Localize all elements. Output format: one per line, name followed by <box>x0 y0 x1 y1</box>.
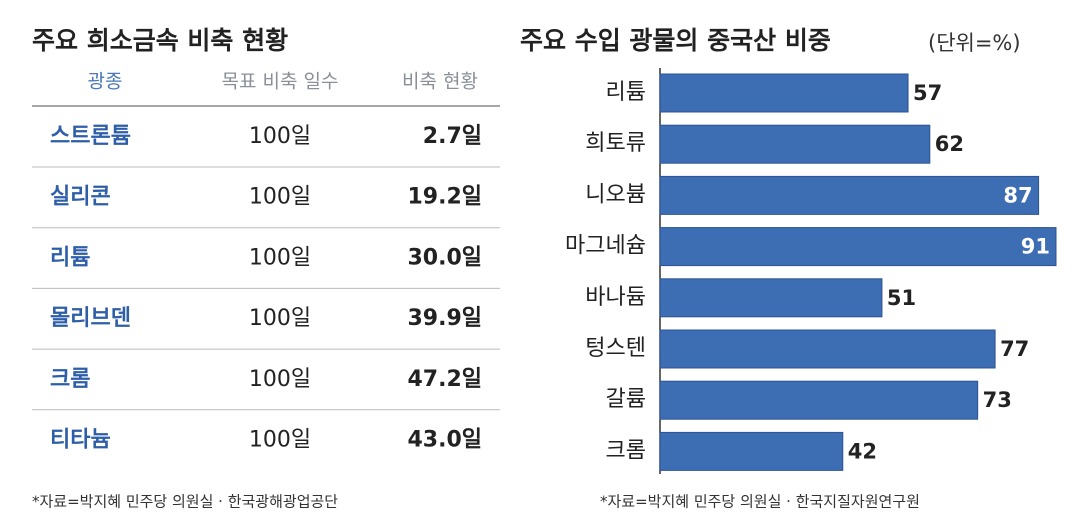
table-cell: 스트론튬 <box>50 124 131 149</box>
value-label: 42 <box>848 439 877 463</box>
value-label: 62 <box>935 132 964 156</box>
bar <box>659 431 844 471</box>
chart-subtitle: (단위=%) <box>928 31 1021 55</box>
category-label: 크롬 <box>606 438 646 463</box>
category-label: 갈륨 <box>606 387 646 412</box>
value-label: 57 <box>913 81 942 105</box>
bar <box>659 278 883 318</box>
bar <box>659 73 909 113</box>
table-cell: 100일 <box>249 124 311 149</box>
category-label: 텅스텐 <box>585 336 646 361</box>
table-cell: 리튬 <box>50 245 90 270</box>
category-label: 희토류 <box>585 131 646 156</box>
table-header: 비축 현황 <box>402 71 478 93</box>
table-cell: 실리콘 <box>50 185 111 210</box>
table-cell: 티타늄 <box>50 428 111 453</box>
bar <box>659 380 979 420</box>
chart-source: *자료=박지혜 민주당 의원실 · 한국지질자원연구원 <box>600 493 920 511</box>
table-cell: 43.0일 <box>407 428 482 453</box>
category-label: 마그네슘 <box>565 234 646 259</box>
value-label: 73 <box>983 388 1012 412</box>
table-header: 광종 <box>88 71 123 93</box>
table-cell: 100일 <box>249 306 311 331</box>
table-header: 목표 비축 일수 <box>222 71 339 93</box>
bar <box>659 124 931 164</box>
value-label: 87 <box>1003 183 1032 207</box>
bar <box>659 329 996 369</box>
value-label: 91 <box>1021 235 1050 259</box>
category-label: 바나듐 <box>585 285 646 310</box>
table-cell: 100일 <box>249 245 311 270</box>
table-cell: 30.0일 <box>407 245 482 270</box>
table-cell: 100일 <box>249 185 311 210</box>
table-cell: 몰리브덴 <box>50 306 131 331</box>
bar <box>659 175 1040 215</box>
table-cell: 크롬 <box>50 367 90 392</box>
table-cell: 100일 <box>249 367 311 392</box>
chart-title: 주요 수입 광물의 중국산 비중 <box>520 26 831 55</box>
table-source: *자료=박지혜 민주당 의원실 · 한국광해광업공단 <box>32 493 338 511</box>
value-label: 77 <box>1000 337 1029 361</box>
category-label: 리튬 <box>606 80 646 105</box>
table-title: 주요 희소금속 비축 현황 <box>32 26 288 55</box>
table-cell: 39.9일 <box>407 306 482 331</box>
bar <box>659 227 1057 267</box>
table-cell: 19.2일 <box>407 185 482 210</box>
value-label: 51 <box>887 286 916 310</box>
table-cell: 2.7일 <box>423 124 482 149</box>
table-cell: 100일 <box>249 428 311 453</box>
category-label: 니오븀 <box>585 182 646 207</box>
table-cell: 47.2일 <box>407 367 482 392</box>
